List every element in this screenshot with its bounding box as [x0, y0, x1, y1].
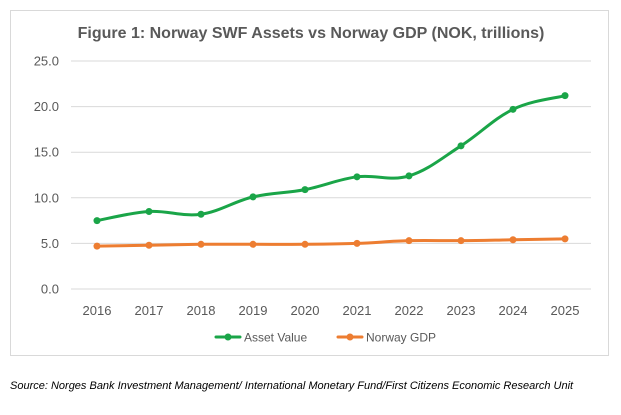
legend-marker	[224, 333, 232, 341]
data-point	[249, 193, 257, 201]
x-axis: 2016 2017 2018 2019 2020 2021 2022 2023 2024 2025	[83, 303, 580, 318]
x-tick-label: 2020	[291, 303, 320, 318]
data-point	[301, 240, 309, 248]
data-point	[561, 92, 569, 100]
x-tick-label: 2018	[187, 303, 216, 318]
x-tick-label: 2017	[135, 303, 164, 318]
series-layer	[93, 92, 569, 250]
data-point	[145, 241, 153, 249]
series-norway-gdp	[93, 235, 569, 250]
chart-title: Figure 1: Norway SWF Assets vs Norway GD…	[78, 25, 545, 42]
data-point	[93, 217, 101, 225]
x-tick-label: 2016	[83, 303, 112, 318]
x-tick-label: 2019	[239, 303, 268, 318]
series-line-asset-value	[95, 94, 567, 223]
series-line-norway-gdp	[95, 237, 567, 248]
y-tick-label: 10.0	[34, 190, 59, 205]
y-tick-label: 20.0	[34, 99, 59, 114]
legend-marker	[346, 333, 354, 341]
data-point	[405, 172, 413, 180]
x-tick-label: 2024	[499, 303, 528, 318]
source-note: Source: Norges Bank Investment Managemen…	[10, 380, 574, 392]
data-point	[93, 242, 101, 250]
legend-item-norway-gdp: Norway GDP	[336, 331, 436, 345]
data-point	[353, 173, 361, 181]
data-point	[405, 237, 413, 245]
x-tick-label: 2021	[343, 303, 372, 318]
legend-item-asset-value: Asset Value	[214, 331, 307, 345]
grid-lines	[71, 60, 591, 290]
y-axis: 0.0 5.0 10.0 15.0 20.0 25.0	[34, 54, 59, 297]
legend-label: Asset Value	[244, 331, 307, 345]
y-tick-label: 15.0	[34, 145, 59, 160]
chart-frame: Figure 1: Norway SWF Assets vs Norway GD…	[10, 10, 609, 356]
y-tick-label: 25.0	[34, 54, 59, 69]
legend-label: Norway GDP	[366, 331, 436, 345]
data-point	[249, 240, 257, 248]
data-point	[197, 210, 205, 218]
data-point	[197, 240, 205, 248]
data-point	[509, 236, 517, 244]
data-point	[301, 186, 309, 194]
series-asset-value	[93, 92, 569, 225]
legend: Asset Value Norway GDP	[214, 331, 436, 345]
x-tick-label: 2025	[551, 303, 580, 318]
x-tick-label: 2022	[395, 303, 424, 318]
data-point	[145, 207, 153, 215]
data-point	[561, 235, 569, 243]
data-point	[509, 105, 517, 113]
line-chart: Figure 1: Norway SWF Assets vs Norway GD…	[34, 25, 591, 345]
data-point	[457, 142, 465, 150]
y-tick-label: 0.0	[41, 282, 59, 297]
y-tick-label: 5.0	[41, 236, 59, 251]
data-point	[457, 237, 465, 245]
data-point	[353, 239, 361, 247]
x-tick-label: 2023	[447, 303, 476, 318]
